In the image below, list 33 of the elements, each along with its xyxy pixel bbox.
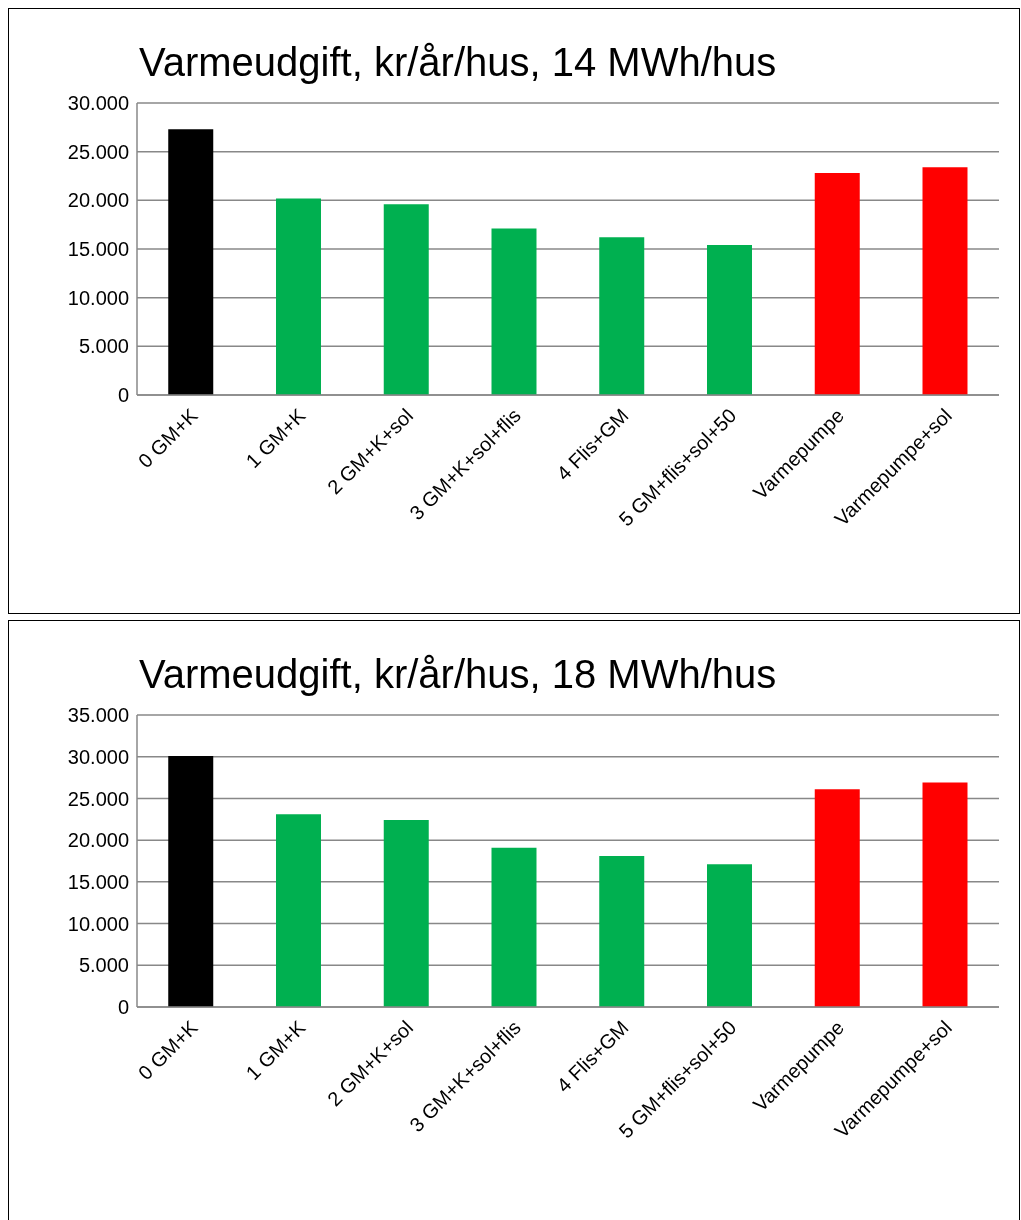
y-tick-label: 15.000 (67, 238, 129, 261)
bar (168, 755, 214, 1007)
bar (814, 789, 860, 1007)
y-tick-label: 30.000 (67, 745, 129, 768)
y-tick-label: 35.000 (67, 704, 129, 727)
bar (922, 782, 968, 1007)
y-tick-label: 30.000 (67, 92, 129, 115)
bar (276, 198, 321, 395)
bar (276, 814, 321, 1007)
y-tick-label: 0 (117, 996, 129, 1019)
bar (922, 167, 968, 395)
bar (707, 245, 752, 395)
bar (383, 204, 429, 395)
y-tick-label: 20.000 (67, 829, 129, 852)
y-tick-label: 25.000 (67, 140, 129, 163)
bar (707, 864, 752, 1007)
bar (491, 847, 537, 1007)
y-tick-label: 0 (117, 384, 129, 407)
y-tick-label: 25.000 (67, 787, 129, 810)
bar (814, 173, 860, 395)
chart-title: Varmeudgift, kr/år/hus, 14 MWh/hus (139, 40, 777, 84)
bar (599, 855, 645, 1007)
y-tick-label: 5.000 (78, 954, 129, 977)
y-tick-label: 20.000 (67, 189, 129, 212)
y-tick-label: 5.000 (78, 335, 129, 358)
bar (168, 129, 214, 395)
bar (599, 237, 645, 395)
chart-title: Varmeudgift, kr/år/hus, 18 MWh/hus (139, 652, 777, 696)
bar (491, 228, 537, 395)
y-tick-label: 10.000 (67, 912, 129, 935)
y-tick-label: 10.000 (67, 286, 129, 309)
bar (383, 820, 429, 1007)
y-tick-label: 15.000 (67, 870, 129, 893)
